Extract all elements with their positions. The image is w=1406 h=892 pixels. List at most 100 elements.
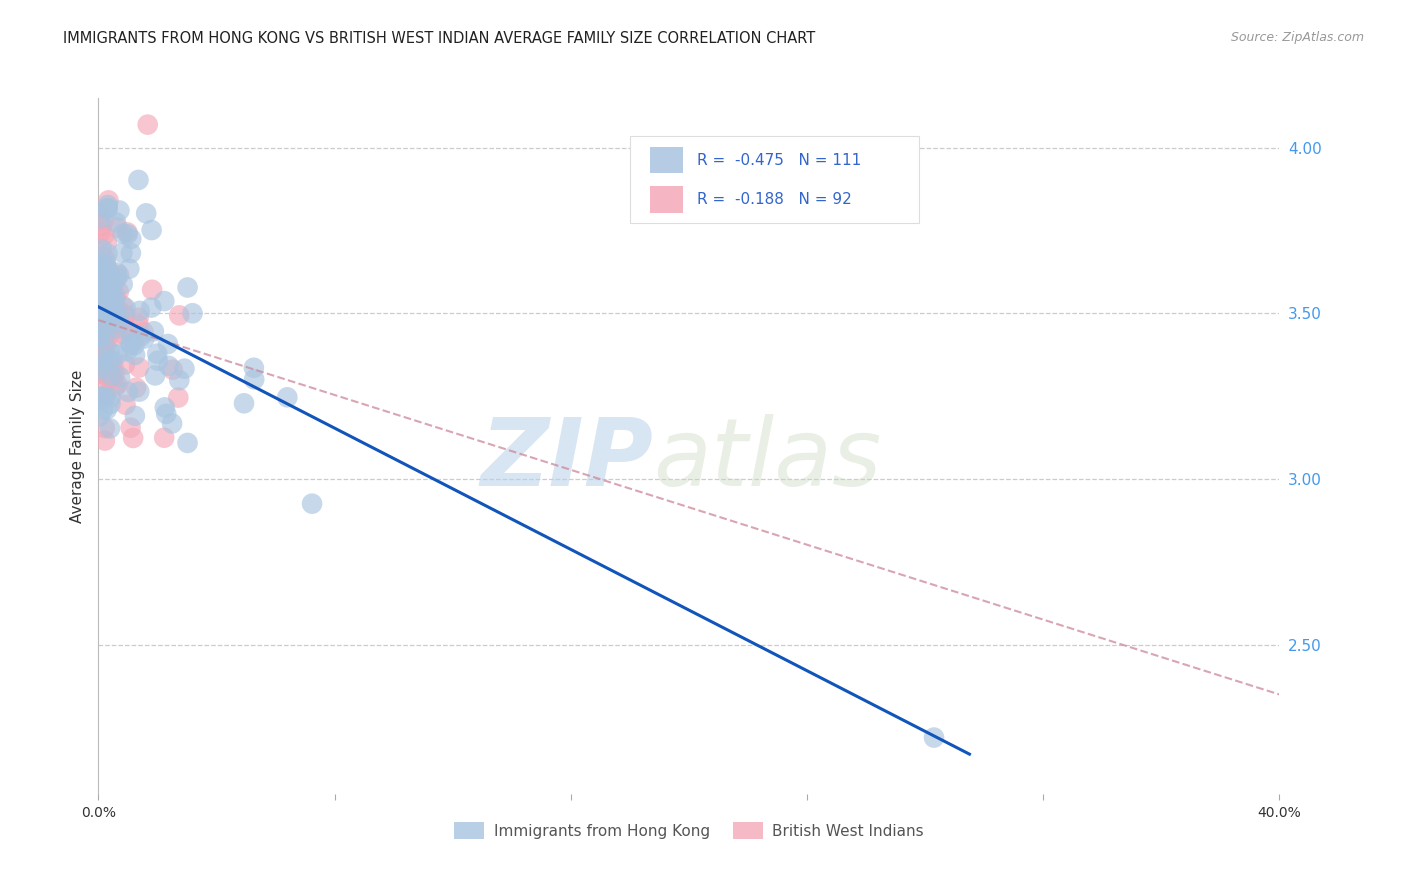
- Point: [141, 223, 163, 237]
- Point: [91, 402, 114, 417]
- Point: [243, 372, 266, 386]
- Point: [96, 402, 118, 417]
- Point: [93, 326, 115, 341]
- Point: [90, 266, 112, 280]
- Point: [96, 366, 118, 380]
- Point: [94, 308, 117, 322]
- Point: [93, 355, 115, 369]
- Point: [103, 372, 125, 386]
- Point: [89, 258, 111, 272]
- Point: [94, 421, 117, 435]
- Point: [101, 354, 124, 368]
- Point: [96, 246, 118, 260]
- Point: [153, 401, 176, 415]
- Point: [91, 249, 114, 263]
- Point: [94, 390, 117, 404]
- Point: [98, 421, 121, 435]
- FancyBboxPatch shape: [630, 136, 920, 223]
- Point: [120, 232, 142, 246]
- Point: [90, 219, 112, 233]
- Point: [89, 288, 111, 302]
- Point: [94, 257, 117, 271]
- Point: [111, 227, 134, 241]
- Point: [104, 380, 127, 394]
- Point: [181, 306, 204, 320]
- Point: [94, 312, 117, 326]
- Point: [89, 295, 111, 310]
- Point: [103, 359, 125, 374]
- Point: [94, 252, 117, 267]
- Point: [276, 390, 298, 404]
- Point: [104, 274, 127, 288]
- Point: [107, 307, 129, 321]
- Point: [90, 305, 112, 319]
- Point: [173, 361, 195, 376]
- Point: [91, 351, 114, 366]
- Point: [120, 421, 142, 435]
- Point: [167, 391, 190, 405]
- Point: [117, 344, 139, 359]
- Text: IMMIGRANTS FROM HONG KONG VS BRITISH WEST INDIAN AVERAGE FAMILY SIZE CORRELATION: IMMIGRANTS FROM HONG KONG VS BRITISH WES…: [63, 31, 815, 46]
- Point: [90, 363, 112, 377]
- Bar: [650, 147, 683, 173]
- Point: [87, 330, 110, 344]
- Point: [107, 285, 129, 299]
- Point: [104, 292, 127, 306]
- Point: [94, 267, 117, 281]
- Point: [111, 277, 134, 292]
- Point: [97, 311, 120, 326]
- Point: [124, 409, 146, 423]
- Point: [96, 262, 118, 277]
- Point: [233, 396, 256, 410]
- Point: [108, 315, 131, 329]
- Point: [91, 242, 114, 256]
- Point: [89, 333, 111, 347]
- Point: [97, 201, 120, 215]
- Point: [105, 215, 128, 229]
- Point: [100, 391, 122, 405]
- Point: [93, 362, 115, 376]
- Point: [129, 329, 152, 343]
- Point: [100, 307, 122, 321]
- Bar: [650, 186, 683, 213]
- Point: [97, 369, 120, 384]
- Point: [97, 194, 120, 208]
- Point: [114, 307, 136, 321]
- Point: [153, 431, 176, 445]
- Point: [153, 294, 176, 309]
- Point: [103, 300, 125, 314]
- Point: [105, 269, 128, 284]
- Point: [157, 359, 180, 373]
- Point: [89, 302, 111, 317]
- Point: [90, 353, 112, 368]
- Point: [135, 206, 157, 220]
- Point: [108, 203, 131, 218]
- Point: [122, 431, 145, 445]
- Point: [105, 220, 128, 235]
- Point: [89, 297, 111, 311]
- Point: [90, 373, 112, 387]
- Point: [96, 202, 118, 216]
- Point: [125, 381, 148, 395]
- Point: [93, 343, 115, 357]
- Point: [107, 377, 129, 392]
- Point: [98, 295, 121, 310]
- Point: [114, 358, 136, 372]
- Point: [91, 293, 114, 308]
- Point: [120, 336, 142, 351]
- Point: [89, 285, 111, 299]
- Point: [94, 266, 117, 280]
- Point: [112, 327, 135, 342]
- Point: [128, 304, 150, 318]
- Point: [91, 296, 114, 310]
- Point: [117, 226, 139, 240]
- Point: [93, 228, 115, 243]
- Point: [97, 198, 120, 212]
- Point: [117, 384, 139, 399]
- Point: [114, 310, 136, 325]
- Point: [107, 318, 129, 332]
- Point: [128, 360, 150, 375]
- Point: [160, 417, 183, 431]
- Point: [94, 335, 117, 350]
- Point: [141, 301, 163, 315]
